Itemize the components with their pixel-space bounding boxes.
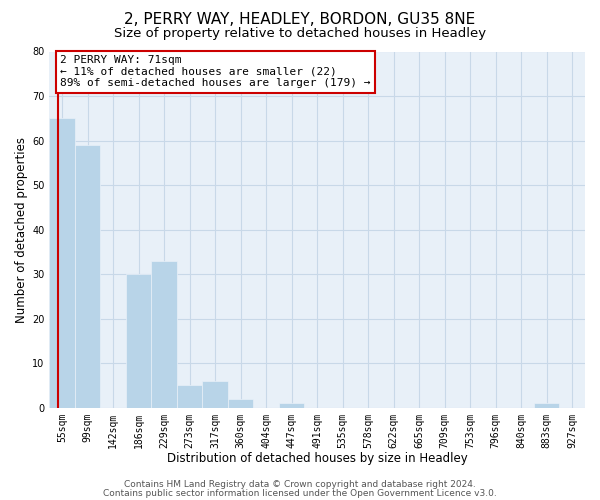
- Text: Size of property relative to detached houses in Headley: Size of property relative to detached ho…: [114, 28, 486, 40]
- Bar: [49, 118, 75, 408]
- Y-axis label: Number of detached properties: Number of detached properties: [15, 136, 28, 322]
- Bar: [534, 404, 559, 407]
- Text: Contains public sector information licensed under the Open Government Licence v3: Contains public sector information licen…: [103, 488, 497, 498]
- Bar: [177, 386, 202, 407]
- Bar: [126, 274, 151, 407]
- Bar: [228, 399, 253, 407]
- Bar: [279, 404, 304, 407]
- Bar: [75, 145, 100, 407]
- Text: 2, PERRY WAY, HEADLEY, BORDON, GU35 8NE: 2, PERRY WAY, HEADLEY, BORDON, GU35 8NE: [124, 12, 476, 28]
- Bar: [202, 381, 228, 407]
- Bar: [151, 261, 177, 408]
- Text: 2 PERRY WAY: 71sqm
← 11% of detached houses are smaller (22)
89% of semi-detache: 2 PERRY WAY: 71sqm ← 11% of detached hou…: [60, 55, 371, 88]
- Text: Contains HM Land Registry data © Crown copyright and database right 2024.: Contains HM Land Registry data © Crown c…: [124, 480, 476, 489]
- X-axis label: Distribution of detached houses by size in Headley: Distribution of detached houses by size …: [167, 452, 467, 465]
